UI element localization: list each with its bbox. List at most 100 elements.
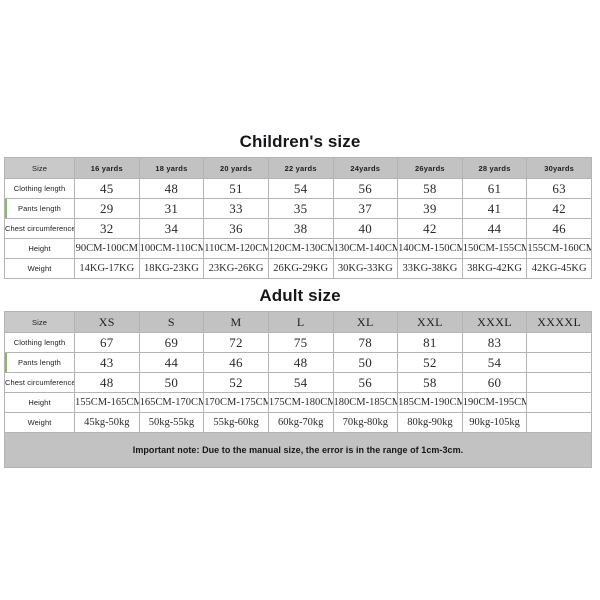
adult-column-header: XS <box>74 311 140 333</box>
adult-cell-range: 60kg-70kg <box>267 412 334 433</box>
adult-cell-value: 60 <box>461 372 528 393</box>
children-row-label: Chest circumference 1/2 <box>4 218 75 239</box>
children-cell-value: 42 <box>526 198 592 219</box>
children-table-row: Pants length 29 31 33 35 37 39 41 42 <box>4 198 592 219</box>
children-cell-range: 14KG-17KG <box>74 258 140 279</box>
children-cell-value: 38 <box>267 218 334 239</box>
children-size-title: Children's size <box>239 132 361 151</box>
children-table-row: Height 90CM-100CM 100CM-110CM 110CM-120CM 12… <box>4 238 592 259</box>
top-whitespace <box>4 0 596 128</box>
children-header-row: Size 16 yards 18 yards 20 yards 22 yards 24ya… <box>4 157 592 179</box>
children-cell-range: 155CM-160CM <box>526 238 592 259</box>
children-cell-range: 42KG-45KG <box>526 258 592 279</box>
adult-cell-value: 48 <box>267 352 334 373</box>
children-cell-value: 63 <box>526 178 592 199</box>
children-size-table: Size 16 yards 18 yards 20 yards 22 yards 24ya… <box>4 157 592 279</box>
children-cell-value: 58 <box>397 178 463 199</box>
adult-column-header: XXL <box>397 311 463 333</box>
children-column-header: 28 yards <box>461 157 528 179</box>
adult-cell-range: 185CM-190CM <box>397 392 463 413</box>
adult-cell-range: 155CM-165CM <box>74 392 140 413</box>
children-column-header: 20 yards <box>203 157 269 179</box>
adult-row-label: Pants length <box>4 352 75 373</box>
children-cell-range: 100CM-110CM <box>138 238 205 259</box>
adult-cell-range: 55kg-60kg <box>203 412 269 433</box>
children-column-header: 22 yards <box>267 157 334 179</box>
children-cell-value: 48 <box>138 178 205 199</box>
adult-cell-value: 69 <box>138 332 205 353</box>
adult-column-header: XL <box>332 311 399 333</box>
children-cell-value: 33 <box>203 198 269 219</box>
adult-cell-value: 48 <box>74 372 140 393</box>
children-table-body: Size 16 yards 18 yards 20 yards 22 yards 24ya… <box>4 157 592 279</box>
adult-cell-value: 54 <box>461 352 528 373</box>
adult-cell-value: 56 <box>332 372 399 393</box>
adult-table-row: Height 155CM-165CM 165CM-170CM 170CM-175CM 1… <box>4 392 592 413</box>
children-cell-value: 41 <box>461 198 528 219</box>
adult-row-label: Height <box>4 392 75 413</box>
adult-column-header: XXXXL <box>526 311 592 333</box>
important-note-bar: Important note: Due to the manual size, … <box>4 433 592 468</box>
adult-cell-value: 52 <box>397 352 463 373</box>
children-cell-value: 39 <box>397 198 463 219</box>
children-cell-value: 34 <box>138 218 205 239</box>
adult-cell-value: 83 <box>461 332 528 353</box>
children-cell-range: 38KG-42KG <box>461 258 528 279</box>
adult-row-label: Weight <box>4 412 75 433</box>
children-cell-range: 110CM-120CM <box>203 238 269 259</box>
adult-cell-value: 50 <box>332 352 399 373</box>
adult-cell-range: 175CM-180CM <box>267 392 334 413</box>
children-cell-value: 46 <box>526 218 592 239</box>
adult-cell-empty <box>526 352 592 373</box>
children-cell-value: 31 <box>138 198 205 219</box>
children-cell-range: 30KG-33KG <box>332 258 399 279</box>
adult-column-header: M <box>203 311 269 333</box>
adult-cell-value: 75 <box>267 332 334 353</box>
children-row-label: Clothing length <box>4 178 75 199</box>
adult-cell-value: 50 <box>138 372 205 393</box>
children-cell-value: 35 <box>267 198 334 219</box>
adult-cell-value: 67 <box>74 332 140 353</box>
children-cell-range: 18KG-23KG <box>138 258 205 279</box>
children-cell-value: 56 <box>332 178 399 199</box>
children-cell-value: 32 <box>74 218 140 239</box>
adult-table-row: Weight 45kg-50kg 50kg-55kg 55kg-60kg 60kg-70… <box>4 412 592 433</box>
adult-table-row: Clothing length 67 69 72 75 78 81 83 <box>4 332 592 353</box>
children-column-header: 26yards <box>397 157 463 179</box>
children-cell-value: 42 <box>397 218 463 239</box>
adult-cell-range: 45kg-50kg <box>74 412 140 433</box>
children-table-row: Weight 14KG-17KG 18KG-23KG 23KG-26KG 26KG-29… <box>4 258 592 279</box>
children-row-label: Pants length <box>4 198 75 219</box>
adult-cell-value: 72 <box>203 332 269 353</box>
children-cell-value: 54 <box>267 178 334 199</box>
children-column-header: 16 yards <box>74 157 140 179</box>
adult-cell-value: 44 <box>138 352 205 373</box>
adult-header-label: Size <box>4 311 75 333</box>
children-cell-value: 45 <box>74 178 140 199</box>
important-note-text: Important note: Due to the manual size, … <box>132 445 464 455</box>
adult-cell-range: 190CM-195CM <box>461 392 528 413</box>
children-cell-range: 150CM-155CM <box>461 238 528 259</box>
adult-size-table: Size XS S M L XL XXL XXXL XXXXL Clothing length 67… <box>4 311 592 433</box>
adult-cell-range: 80kg-90kg <box>397 412 463 433</box>
adult-table-row: Pants length 43 44 46 48 50 52 54 <box>4 352 592 373</box>
adult-cell-range: 50kg-55kg <box>138 412 205 433</box>
adult-table-row: Chest circumference 1/248505254565860 <box>4 372 592 393</box>
adult-cell-empty <box>526 412 592 433</box>
children-cell-value: 29 <box>74 198 140 219</box>
adult-header-row: Size XS S M L XL XXL XXXL XXXXL <box>4 311 592 333</box>
adult-cell-range: 170CM-175CM <box>203 392 269 413</box>
children-cell-value: 44 <box>461 218 528 239</box>
children-cell-range: 23KG-26KG <box>203 258 269 279</box>
adult-cell-value: 78 <box>332 332 399 353</box>
adult-table-body: Size XS S M L XL XXL XXXL XXXXL Clothing length 67… <box>4 311 592 433</box>
adult-cell-value: 46 <box>203 352 269 373</box>
children-cell-value: 36 <box>203 218 269 239</box>
children-cell-range: 140CM-150CM <box>397 238 463 259</box>
children-row-label: Weight <box>4 258 75 279</box>
adult-row-label: Clothing length <box>4 332 75 353</box>
children-cell-range: 90CM-100CM <box>74 238 140 259</box>
adult-column-header: S <box>138 311 205 333</box>
adult-cell-value: 43 <box>74 352 140 373</box>
children-cell-value: 61 <box>461 178 528 199</box>
